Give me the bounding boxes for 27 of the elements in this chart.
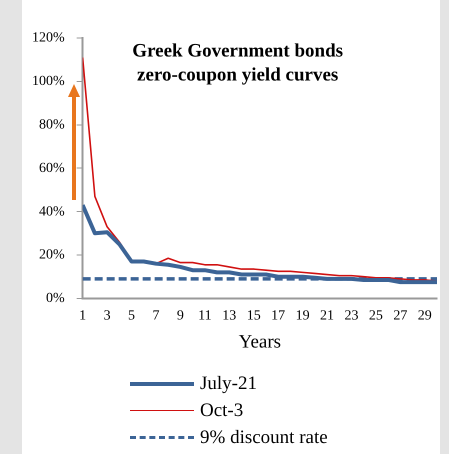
y-tick-label: 20% (38, 248, 65, 263)
x-tick-label: 9 (176, 308, 184, 324)
x-tick-label: 3 (104, 308, 111, 324)
x-tick-label: 5 (128, 308, 136, 324)
legend-label: 9% discount rate (200, 426, 328, 448)
x-axis-title: Years (238, 332, 282, 353)
y-tick-label: 0% (46, 291, 65, 306)
x-tick-label: 13 (222, 308, 236, 324)
y-tick-label: 40% (38, 204, 65, 220)
legend-label: Oct-3 (200, 400, 244, 422)
y-tick-label: 120% (32, 30, 65, 46)
text: Greek Government bonds zero-coupon yield curves (132, 40, 344, 86)
x-tick-label: 11 (198, 308, 212, 324)
x-tick-label: 25 (368, 308, 383, 324)
y-tick-label: 60% (38, 160, 65, 176)
x-tick-label: 7 (152, 308, 160, 324)
x-tick-label: 27 (393, 308, 408, 324)
legend-label: July-21 (200, 372, 257, 394)
x-tick-label: 19 (296, 308, 310, 324)
x-tick-label: 23 (344, 308, 358, 324)
x-tick-label: 17 (271, 308, 286, 324)
x-tick-label: 21 (320, 308, 334, 324)
x-tick-label: 15 (246, 308, 261, 324)
y-tick-label: 80% (38, 117, 65, 132)
y-tick-label: 100% (32, 74, 65, 90)
x-tick-label: 29 (418, 308, 432, 324)
x-tick-label: 1 (79, 308, 86, 324)
